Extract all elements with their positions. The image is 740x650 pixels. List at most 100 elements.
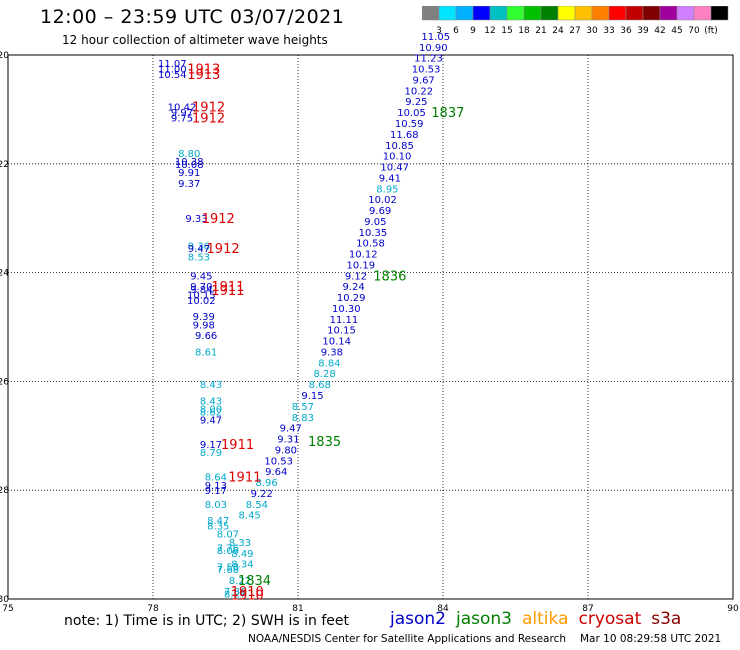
- colorbar-label: 33: [603, 26, 614, 36]
- x-tick-label: 84: [437, 604, 449, 614]
- colorbar-label: 39: [637, 26, 649, 36]
- wave-height-label: 9.67: [413, 75, 435, 86]
- wave-height-label: 8.62: [200, 407, 222, 418]
- colorbar-label: 18: [518, 26, 530, 36]
- y-tick-label: -26: [0, 377, 9, 387]
- wave-height-label: 8.33: [229, 538, 251, 549]
- pass-time-label: 1912: [202, 212, 235, 227]
- pass-time-label: 1836: [373, 269, 406, 284]
- wave-height-label: 10.22: [405, 86, 434, 97]
- wave-height-label: 9.80: [275, 445, 297, 456]
- pass-time-label: 1910: [231, 589, 264, 604]
- chart-subtitle: 12 hour collection of altimeter wave hei…: [62, 33, 328, 47]
- pass-time-label: 1910: [231, 585, 264, 600]
- wave-height-label: 7.86: [224, 587, 246, 598]
- wave-height-label: 8.22: [229, 576, 251, 587]
- wave-height-label: 7.58: [217, 562, 239, 573]
- wave-height-label: 10.02: [368, 195, 397, 206]
- pass-time-label: 1911: [221, 438, 254, 453]
- legend-cryosat: cryosat: [578, 609, 642, 629]
- wave-height-label: 8.43: [200, 380, 222, 391]
- plot-frame: [7, 54, 734, 600]
- colorbar-swatch: [710, 6, 729, 21]
- pass-time-label: 1911: [228, 471, 261, 486]
- wave-height-label: 9.22: [251, 489, 273, 500]
- wave-height-label: 9.36: [188, 241, 210, 252]
- satellite-legend: jason2 jason3 altika cryosat s3a: [390, 609, 691, 629]
- wave-height-label: 10.35: [359, 228, 388, 239]
- legend-s3a: s3a: [651, 609, 682, 629]
- colorbar-label: 21: [535, 26, 546, 36]
- wave-height-label: 9.13: [205, 481, 227, 492]
- wave-height-label: 8.95: [376, 184, 398, 195]
- wave-height-label: 8.80: [178, 149, 200, 160]
- x-tick-label: 90: [727, 604, 739, 614]
- wave-height-label: 9.64: [265, 467, 287, 478]
- wave-height-label: 10.42: [168, 103, 197, 114]
- wave-height-label: 10.12: [349, 250, 378, 261]
- pass-time-label: 1912: [207, 242, 240, 257]
- wave-height-label: 9.38: [321, 347, 343, 358]
- credit-text: NOAA/NESDIS Center for Satellite Applica…: [248, 633, 566, 645]
- wave-height-label: 10.85: [385, 141, 414, 152]
- wave-height-label: 9.84: [190, 285, 212, 296]
- wave-height-label: 8.03: [205, 500, 227, 511]
- colorbar-label: 3: [436, 26, 442, 36]
- wave-height-label: 8.84: [318, 358, 340, 369]
- wave-height-label: 8.47: [207, 516, 229, 527]
- wave-height-label: 10.05: [397, 108, 426, 119]
- wave-height-label: 10.47: [380, 163, 409, 174]
- wave-height-label: 9.15: [301, 391, 323, 402]
- colorbar-label: 27: [569, 26, 580, 36]
- wave-height-label: 9.12: [345, 271, 367, 282]
- wave-height-label: 8.35: [207, 522, 229, 533]
- footer-note: note: 1) Time is in UTC; 2) SWH is in fe…: [64, 613, 350, 629]
- wave-height-label: 8.28: [313, 369, 335, 380]
- wave-height-label: 9.05: [364, 217, 386, 228]
- y-tick-label: -28: [0, 486, 9, 496]
- wave-height-label: 9.25: [405, 97, 427, 108]
- chart-title: 12:00 – 23:59 UTC 03/07/2021: [40, 6, 345, 28]
- wave-height-label: 11.68: [390, 130, 419, 141]
- wave-height-label: 8.57: [292, 402, 314, 413]
- wave-height-label: 8.83: [292, 413, 314, 424]
- wave-height-label: 8.54: [246, 500, 268, 511]
- wave-height-label: 8.07: [217, 530, 239, 541]
- wave-height-label: 11.07: [158, 59, 187, 70]
- wave-height-label: 8.53: [188, 252, 210, 263]
- wave-height-label: 9.91: [178, 168, 200, 179]
- pass-time-label: 1834: [238, 574, 271, 589]
- y-tick-label: -22: [0, 160, 9, 170]
- wave-height-label: 10.19: [347, 260, 376, 271]
- wave-height-label: 9.17: [205, 486, 227, 497]
- pass-time-label: 1911: [211, 280, 244, 295]
- wave-height-label: 10.02: [187, 296, 216, 307]
- wave-height-label: 8.79: [200, 448, 222, 459]
- pass-time-label: 1835: [308, 435, 341, 450]
- legend-altika: altika: [522, 609, 569, 629]
- wave-height-label: 9.47: [200, 415, 222, 426]
- colorbar-label: 15: [501, 26, 512, 36]
- wave-height-label: 9.47: [188, 244, 210, 255]
- y-tick-label: -20: [0, 51, 9, 61]
- pass-time-label: 1911: [211, 284, 244, 299]
- wave-height-label: 10.59: [395, 119, 424, 130]
- colorbar-label: 36: [620, 26, 632, 36]
- y-tick-label: -24: [0, 269, 9, 279]
- legend-jason2: jason2: [390, 609, 446, 629]
- wave-height-label: 8.27: [224, 590, 246, 601]
- wave-height-label: 7.76: [217, 543, 239, 554]
- wave-height-label: 9.69: [369, 206, 391, 217]
- wave-height-label: 8.49: [231, 549, 253, 560]
- legend-jason3: jason3: [456, 609, 512, 629]
- wave-height-label: 7.68: [217, 565, 239, 576]
- x-tick-label: 81: [292, 604, 303, 614]
- wave-height-label: 11.11: [330, 315, 359, 326]
- colorbar-label: 12: [484, 26, 495, 36]
- wave-height-label: 10.58: [356, 239, 385, 250]
- wave-height-label: 8.00: [200, 405, 222, 416]
- wave-height-label: 10.90: [419, 43, 448, 54]
- x-tick-label: 75: [2, 604, 13, 614]
